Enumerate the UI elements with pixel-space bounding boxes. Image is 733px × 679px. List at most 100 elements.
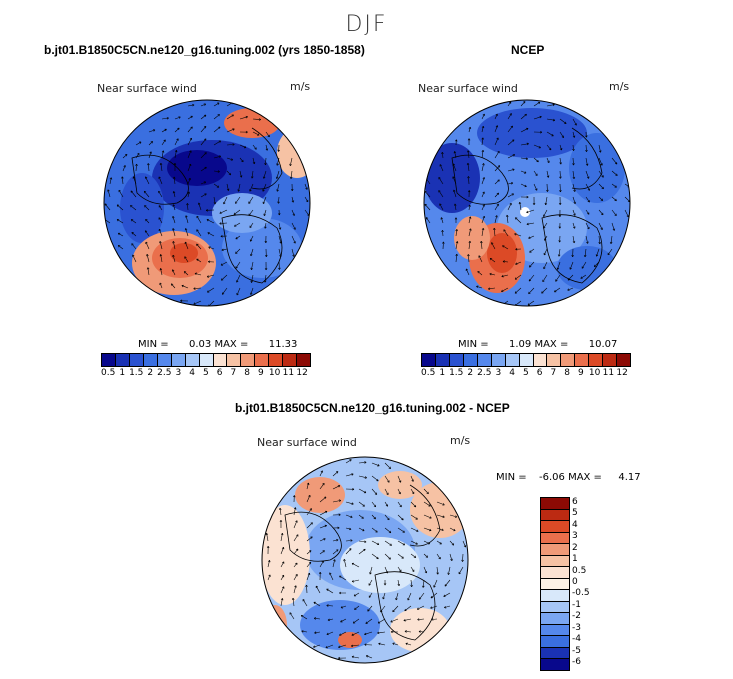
wind-vector <box>368 579 373 586</box>
wind-vector <box>477 271 483 276</box>
wind-vector-head <box>510 125 513 128</box>
wind-vector <box>501 287 509 292</box>
wind-vector <box>572 144 574 151</box>
wind-vector <box>371 553 379 560</box>
wind-vector <box>181 285 189 289</box>
wind-vector-head <box>529 265 532 268</box>
wind-vector-head <box>378 642 381 646</box>
wind-vector-head <box>221 248 224 252</box>
wind-vector-head <box>392 609 395 613</box>
wind-vector <box>319 470 323 477</box>
wind-vector <box>265 157 267 165</box>
wind-vector-head <box>265 532 269 536</box>
wind-vector-head <box>302 599 305 602</box>
wind-vector-head <box>234 224 237 227</box>
wind-vector <box>213 114 220 120</box>
wind-vector-head <box>149 151 152 154</box>
wind-vector-head <box>144 205 147 208</box>
wind-vector-head <box>158 190 161 194</box>
wind-vector-head <box>340 620 343 623</box>
panel2-coastline <box>451 154 509 205</box>
wind-vector <box>158 176 163 185</box>
wind-vector-head <box>313 645 316 648</box>
wind-vector-head <box>415 517 418 520</box>
wind-vector-head <box>447 572 450 575</box>
wind-vector <box>528 235 535 239</box>
wind-vector-head <box>524 113 527 117</box>
wind-vector <box>135 141 142 146</box>
wind-vector-head <box>515 262 518 265</box>
wind-vector-head <box>204 152 207 155</box>
panel2-colorbar-tick: 12 <box>616 368 628 378</box>
wind-vector-head <box>528 291 531 295</box>
wind-vector-head <box>116 219 120 222</box>
wind-vector <box>304 209 310 216</box>
wind-vector-head <box>422 585 425 588</box>
wind-vector-head <box>289 163 292 166</box>
wind-vector <box>226 170 231 176</box>
wind-vector-head <box>292 254 295 257</box>
wind-vector-head <box>438 177 441 180</box>
wind-vector-head <box>278 227 282 230</box>
wind-vector <box>494 215 498 224</box>
wind-vector-head <box>431 618 434 621</box>
wind-vector <box>135 164 137 172</box>
wind-vector <box>436 527 444 531</box>
panel1-colorbar-swatch <box>269 354 284 366</box>
wind-vector <box>289 612 295 620</box>
panel3-colorbar-swatch <box>541 544 569 556</box>
wind-vector <box>267 560 270 568</box>
wind-vector-head <box>262 201 266 204</box>
wind-vector-head <box>561 135 564 138</box>
wind-vector <box>104 203 111 211</box>
wind-vector <box>187 150 192 159</box>
panel1-colorbar-swatch <box>102 354 116 366</box>
panel3-wind-vectors <box>265 459 467 660</box>
wind-vector <box>161 150 164 159</box>
wind-vector <box>251 170 254 179</box>
wind-vector <box>280 598 283 607</box>
wind-vector <box>143 190 150 198</box>
wind-vector <box>185 215 189 224</box>
wind-vector-head <box>523 101 526 104</box>
wind-vector <box>291 209 295 216</box>
wind-vector-head <box>430 606 433 609</box>
wind-vector-head <box>152 129 156 132</box>
wind-vector <box>439 164 444 172</box>
wind-vector <box>371 475 379 482</box>
panel3-colorbar-tick: 5 <box>572 508 578 519</box>
wind-vector <box>410 566 415 572</box>
wind-vector-head <box>132 254 135 257</box>
panel2-colorbar-tick: 1.5 <box>449 368 464 378</box>
wind-vector <box>514 287 522 294</box>
wind-vector <box>236 287 241 296</box>
wind-vector-head <box>402 543 406 546</box>
panel2-subtitle: Near surface wind <box>418 82 518 95</box>
panel2-colorbar <box>421 353 631 367</box>
wind-vector <box>425 217 431 224</box>
wind-vector-head <box>188 177 191 181</box>
panel2-map <box>423 99 631 307</box>
wind-vector-head <box>349 459 352 462</box>
wind-vector <box>358 527 365 532</box>
wind-vector-head <box>558 202 562 205</box>
wind-vector-head <box>452 163 456 166</box>
wind-vector <box>278 222 281 230</box>
wind-vector-head <box>264 162 267 166</box>
wind-vector <box>430 605 438 609</box>
wind-vector-head <box>567 288 570 291</box>
wind-vector-head <box>535 188 538 191</box>
wind-vector-head <box>109 177 113 180</box>
wind-vector-head <box>526 195 529 199</box>
wind-vector-head <box>243 145 247 149</box>
wind-vector-head <box>466 162 470 166</box>
panel2-max-label: MAX = <box>534 339 569 350</box>
panel1-colorbar-tick: 4 <box>189 368 195 378</box>
wind-vector <box>236 274 241 283</box>
wind-vector <box>291 248 295 257</box>
wind-vector-head <box>439 542 442 545</box>
wind-vector-head <box>354 607 357 610</box>
panel3-field-blob <box>378 471 422 499</box>
wind-vector-head <box>382 597 385 600</box>
wind-vector <box>213 126 221 133</box>
